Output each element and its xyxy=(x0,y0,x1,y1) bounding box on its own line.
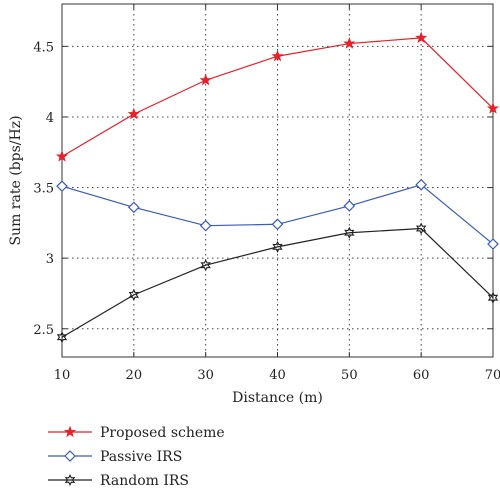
x-tick-label: 20 xyxy=(126,368,143,383)
data-point xyxy=(343,200,356,212)
y-tick-label: 3.5 xyxy=(33,182,54,197)
series-passive-irs xyxy=(56,178,499,250)
x-tick-label: 60 xyxy=(413,368,430,383)
series-proposed-scheme xyxy=(55,31,500,162)
x-axis-label: Distance (m) xyxy=(232,390,323,406)
legend-marker xyxy=(63,425,77,438)
data-point xyxy=(127,201,140,214)
data-point xyxy=(128,288,140,301)
data-point xyxy=(200,259,211,272)
series-line xyxy=(61,227,494,338)
data-point xyxy=(415,222,427,235)
data-point xyxy=(486,102,500,114)
data-point xyxy=(271,49,284,62)
legend-label: Proposed scheme xyxy=(100,425,225,441)
legend-marker xyxy=(64,473,76,487)
legend-entry: Random IRS xyxy=(48,473,189,489)
legend-marker xyxy=(64,450,76,462)
data-point xyxy=(487,238,499,250)
data-point xyxy=(415,31,428,44)
data-point xyxy=(199,219,212,232)
data-point xyxy=(56,331,68,344)
data-point xyxy=(343,37,356,49)
y-tick-label: 3 xyxy=(46,252,54,267)
data-point xyxy=(127,107,140,120)
y-tick-label: 4.5 xyxy=(33,40,54,55)
x-tick-label: 40 xyxy=(269,368,286,383)
legend-label: Passive IRS xyxy=(100,449,182,465)
legend-label: Random IRS xyxy=(100,473,189,489)
data-point xyxy=(487,291,499,304)
legend: Proposed scheme Passive IRS Random IRS xyxy=(48,425,225,489)
data-point xyxy=(55,150,69,162)
legend-entry: Proposed scheme xyxy=(48,425,225,441)
series-random-irs xyxy=(56,222,499,344)
data-series xyxy=(55,31,500,344)
data-point xyxy=(199,73,212,86)
x-tick-label: 70 xyxy=(485,368,500,383)
y-axis-label: Sum rate (bps/Hz) xyxy=(8,115,24,245)
data-point xyxy=(344,226,355,239)
x-tick-label: 50 xyxy=(341,368,358,383)
y-tick-label: 2.5 xyxy=(33,323,54,338)
x-tick-label: 30 xyxy=(197,368,214,383)
data-point xyxy=(415,178,428,191)
y-tick-label: 4 xyxy=(46,111,54,126)
x-tick-label: 10 xyxy=(54,368,71,383)
data-point xyxy=(272,240,283,253)
data-point xyxy=(271,218,284,231)
axis-ticks: 10 20 30 40 50 60 70 2.5 3 3.5 4 4.5 xyxy=(33,4,500,383)
legend-entry: Passive IRS xyxy=(48,449,182,465)
data-point xyxy=(56,180,68,192)
